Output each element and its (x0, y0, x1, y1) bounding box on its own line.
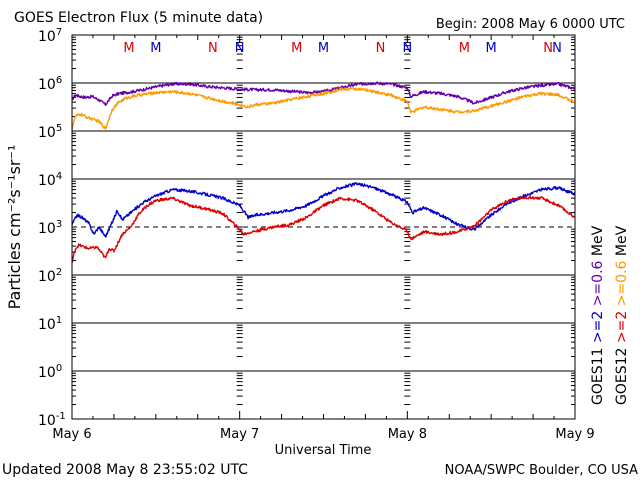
series-line-1 (71, 87, 576, 130)
legend-column: GOES12 >=2 >=0.6 MeV (614, 225, 630, 405)
y-tick-label: 106 (38, 75, 62, 93)
footer-updated: Updated 2008 May 8 23:55:02 UTC (2, 462, 248, 478)
mn-marker: M (291, 41, 302, 56)
mn-marker: N (402, 41, 412, 56)
mn-marker: N (208, 41, 218, 56)
y-tick-label: 102 (38, 267, 62, 285)
mn-marker: N (552, 41, 562, 56)
mn-marker: M (150, 41, 161, 56)
legend-column: GOES11 >=2 >=0.6 MeV (590, 225, 606, 405)
x-tick-label: May 9 (555, 427, 594, 442)
y-tick-label: 101 (38, 315, 62, 333)
x-axis-label: Universal Time (275, 443, 372, 458)
y-tick-label: 103 (38, 219, 62, 237)
y-tick-label: 105 (38, 123, 62, 141)
footer-credit: NOAA/SWPC Boulder, CO USA (445, 463, 638, 478)
plot-frame (71, 34, 576, 420)
gridlines (72, 82, 575, 372)
y-tick-label: 104 (38, 171, 62, 189)
y-tick-label: 100 (38, 363, 62, 381)
mn-marker: M (459, 41, 470, 56)
x-tick-label: May 6 (52, 427, 91, 442)
x-tick-label: May 7 (220, 427, 259, 442)
x-tick-label: May 8 (388, 427, 427, 442)
mn-marker: M (318, 41, 329, 56)
x-tick-labels: May 6 May 7 May 8 May 9 (52, 427, 594, 442)
mn-marker: N (376, 41, 386, 56)
series-line-2 (71, 182, 576, 238)
y-tick-label: 107 (38, 27, 62, 45)
y-tick-labels: 107 106 105 104 103 102 101 100 10-1 (38, 27, 66, 429)
begin-date-label: Begin: 2008 May 6 0000 UTC (436, 17, 625, 32)
day-boundary-ticks (236, 36, 411, 420)
legend: GOES11 >=2 >=0.6 MeV GOES12 >=2 >=0.6 MeV (590, 225, 630, 405)
mn-marker: N (235, 41, 245, 56)
series-layer (71, 81, 576, 264)
series-line-3 (71, 195, 576, 264)
chart-title: GOES Electron Flux (5 minute data) (14, 10, 263, 26)
series-line-0 (71, 81, 576, 107)
y-axis-label: Particles cm⁻²s⁻¹sr⁻¹ (5, 145, 24, 310)
mn-marker: M (123, 41, 134, 56)
mn-marker: M (486, 41, 497, 56)
y-tick-label: 10-1 (38, 411, 66, 429)
mn-marker: N (543, 41, 553, 56)
